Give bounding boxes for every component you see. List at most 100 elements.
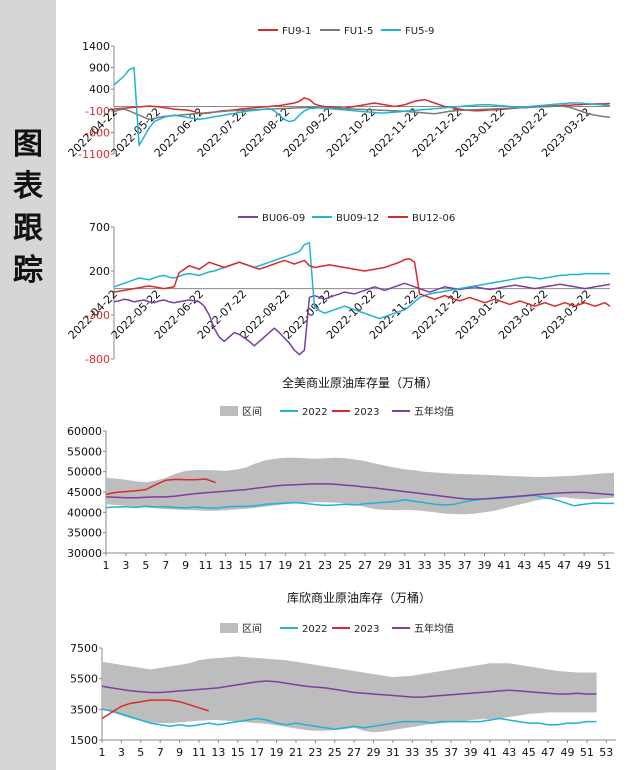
x-tick-label: 15 bbox=[238, 559, 252, 572]
x-tick-label: 31 bbox=[398, 559, 412, 572]
cushing-inventory-chart-panel: 库欣商业原油库存（万桶） 区间 2022 2023 五年均值 7500 5500 3500 15… bbox=[58, 588, 628, 770]
x-tick-label: 1 bbox=[103, 559, 110, 572]
x-tick-label: 51 bbox=[597, 559, 611, 572]
series-line-2023 bbox=[105, 478, 216, 496]
x-tick-label: 21 bbox=[289, 746, 303, 759]
x-tick-label: 33 bbox=[405, 746, 419, 759]
x-tick-label: 45 bbox=[522, 746, 536, 759]
x-tick-label: 47 bbox=[557, 559, 571, 572]
x-tick-label: 11 bbox=[192, 746, 206, 759]
series-line-2023 bbox=[101, 699, 209, 720]
y-tick-label: 50000 bbox=[67, 466, 102, 479]
legend-swatch-band bbox=[220, 623, 238, 633]
x-tick-label: 39 bbox=[478, 559, 492, 572]
sidebar: 图 表 跟 踪 bbox=[0, 0, 56, 770]
series-line-bu06-09 bbox=[113, 282, 611, 356]
y-tick-label: 3500 bbox=[70, 703, 98, 716]
x-tick-label: 35 bbox=[438, 559, 452, 572]
sidebar-title: 图 表 跟 踪 bbox=[8, 124, 48, 292]
x-tick-label: 21 bbox=[298, 559, 312, 572]
x-tick-label: 11 bbox=[199, 559, 213, 572]
y-tick-label: 200 bbox=[89, 265, 110, 278]
x-tick-label: 25 bbox=[328, 746, 342, 759]
x-tick-label: 9 bbox=[182, 559, 189, 572]
legend-label: FU1-5 bbox=[344, 26, 373, 37]
x-tick-label: 49 bbox=[561, 746, 575, 759]
us-crude-inventory-chart-panel: 全美商业原油库存量（万桶） 区间 2022 2023 五年均值 60000 55000 500… bbox=[58, 375, 628, 585]
x-tick-label: 39 bbox=[464, 746, 478, 759]
legend-label: 2023 bbox=[354, 624, 379, 635]
x-tick-label: 41 bbox=[497, 559, 511, 572]
y-tick-label: -600 bbox=[85, 126, 110, 139]
x-tick-label: 29 bbox=[367, 746, 381, 759]
chart-title: 库欣商业原油库存（万桶） bbox=[287, 590, 431, 605]
legend-label: FU5-9 bbox=[405, 26, 434, 37]
x-tick-label: 47 bbox=[541, 746, 555, 759]
y-tick-label: 35000 bbox=[67, 527, 102, 540]
y-tick-label: 45000 bbox=[67, 486, 102, 499]
x-tick-label: 13 bbox=[219, 559, 233, 572]
x-tick-label: 27 bbox=[358, 559, 372, 572]
x-tick-label: 15 bbox=[231, 746, 245, 759]
x-tick-label: 29 bbox=[378, 559, 392, 572]
legend-label: BU12-06 bbox=[412, 213, 455, 224]
x-tick-label: 17 bbox=[250, 746, 264, 759]
sidebar-title-char: 踪 bbox=[13, 253, 43, 288]
x-tick-label: 19 bbox=[270, 746, 284, 759]
x-tick-label: 7 bbox=[157, 746, 164, 759]
fu-spread-chart: FU9-1 FU1-5 FU5-91400900400-100-600-110020… bbox=[66, 26, 611, 161]
series-line-fu5-9 bbox=[113, 66, 611, 147]
series-line-2022 bbox=[101, 708, 597, 731]
x-tick-label: 41 bbox=[483, 746, 497, 759]
x-tick-label: 49 bbox=[577, 559, 591, 572]
legend-label: 区间 bbox=[242, 405, 262, 418]
y-tick-label: 30000 bbox=[67, 547, 102, 560]
legend-label: 区间 bbox=[242, 622, 262, 635]
x-tick-label: 5 bbox=[142, 559, 149, 572]
y-tick-label: 900 bbox=[89, 62, 110, 75]
y-tick-label: 7500 bbox=[70, 642, 98, 655]
y-tick-label: 5500 bbox=[70, 673, 98, 686]
x-tick-label: 43 bbox=[502, 746, 516, 759]
legend-label: 2022 bbox=[302, 624, 327, 635]
y-tick-label: -300 bbox=[85, 309, 110, 322]
x-tick-label: 17 bbox=[258, 559, 272, 572]
x-tick-label: 3 bbox=[118, 746, 125, 759]
sidebar-title-char: 图 bbox=[13, 127, 43, 162]
y-tick-label: -800 bbox=[85, 353, 110, 366]
y-tick-label: 40000 bbox=[67, 506, 102, 519]
y-tick-label: -100 bbox=[85, 105, 110, 118]
x-tick-label: 9 bbox=[176, 746, 183, 759]
x-tick-label: 43 bbox=[517, 559, 531, 572]
legend-label: FU9-1 bbox=[282, 26, 311, 37]
y-tick-label: 700 bbox=[89, 221, 110, 234]
y-tick-label: 400 bbox=[89, 83, 110, 96]
us-crude-inventory-chart: 全美商业原油库存量（万桶） 区间 2022 2023 五年均值 60000 55000 500… bbox=[67, 375, 615, 572]
legend-label: 2022 bbox=[302, 407, 327, 418]
chart-title: 全美商业原油库存量（万桶） bbox=[282, 375, 438, 390]
x-tick-label: 1 bbox=[99, 746, 106, 759]
x-tick-label: 37 bbox=[458, 559, 472, 572]
x-tick-label: 33 bbox=[418, 559, 432, 572]
x-tick-label: 3 bbox=[122, 559, 129, 572]
bu-spread-chart: BU06-09 BU09-12 BU12-06700200-300-8002022-… bbox=[66, 213, 611, 366]
x-tick-label: 5 bbox=[137, 746, 144, 759]
legend-label: 五年均值 bbox=[414, 622, 454, 635]
fu-spread-chart-panel: FU9-1 FU1-5 FU5-9 1400 900 400 -100 -600 -1100 20… bbox=[58, 0, 628, 200]
y-tick-label: 1500 bbox=[70, 734, 98, 747]
x-tick-label: 35 bbox=[425, 746, 439, 759]
legend-swatch-band bbox=[220, 406, 238, 416]
x-tick-label: 45 bbox=[537, 559, 551, 572]
x-tick-label: 23 bbox=[318, 559, 332, 572]
legend-label: BU06-09 bbox=[262, 213, 305, 224]
range-band-area bbox=[102, 656, 597, 733]
x-tick-label: 13 bbox=[211, 746, 225, 759]
series-line-- bbox=[101, 680, 597, 698]
legend-label: 2023 bbox=[354, 407, 379, 418]
y-tick-label: 60000 bbox=[67, 425, 102, 438]
legend-label: BU09-12 bbox=[336, 213, 379, 224]
cushing-inventory-chart: 库欣商业原油库存（万桶）区间 2022 2023 五年均值75005500350015… bbox=[70, 590, 616, 759]
sidebar-title-char: 表 bbox=[13, 169, 43, 204]
x-tick-label: 7 bbox=[162, 559, 169, 572]
x-tick-label: 25 bbox=[338, 559, 352, 572]
